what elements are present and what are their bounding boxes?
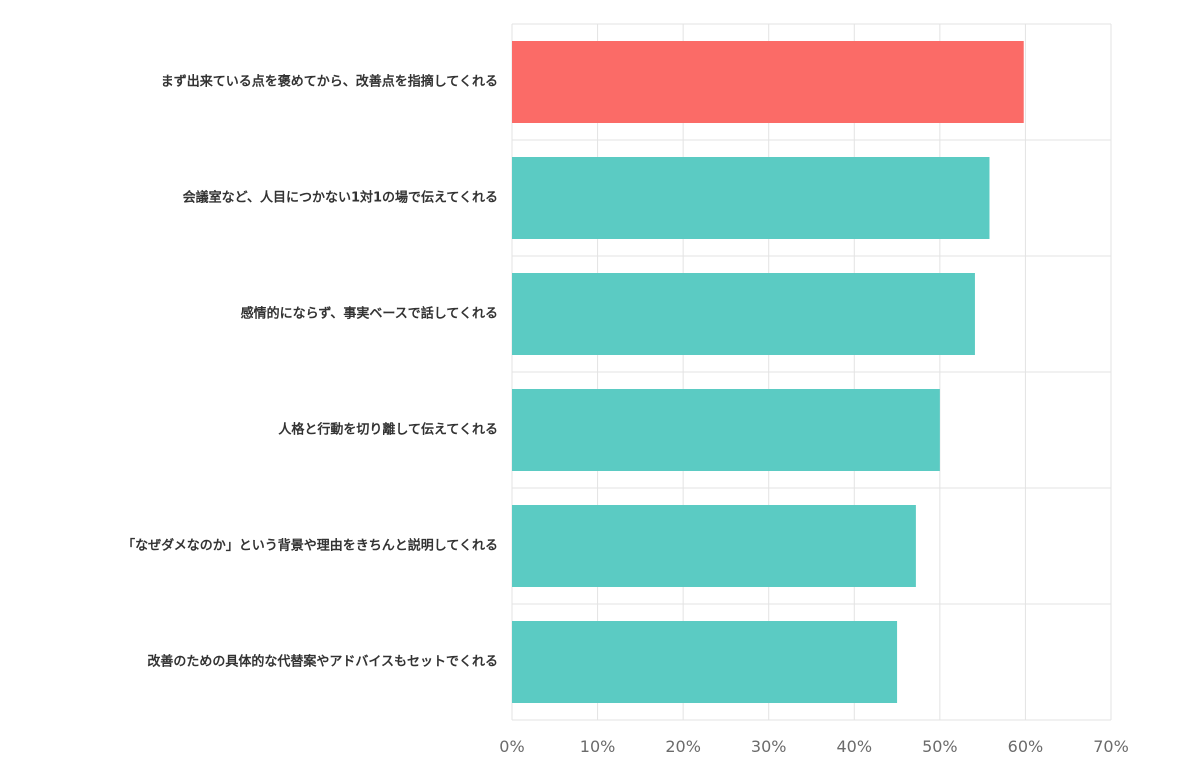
x-tick-label-5: 50% — [922, 737, 958, 756]
x-tick-label-7: 70% — [1093, 737, 1129, 756]
bars-layer — [512, 41, 1024, 703]
x-tick-label-0: 0% — [499, 737, 524, 756]
bar-4 — [512, 505, 916, 587]
x-tick-label-4: 40% — [837, 737, 873, 756]
bar-5 — [512, 621, 898, 703]
category-label-4: 「なぜダメなのか」という背景や理由をきちんと説明してくれる — [122, 538, 498, 554]
category-label-5: 改善のための具体的な代替案やアドバイスもセットでくれる — [147, 654, 498, 670]
category-label-3: 人格と行動を切り離して伝えてくれる — [278, 422, 498, 438]
category-label-0: まず出来ている点を褒めてから、改善点を指摘してくれる — [161, 74, 498, 90]
x-tick-label-6: 60% — [1008, 737, 1044, 756]
category-label-1: 会議室など、人目につかない1対1の場で伝えてくれる — [183, 190, 498, 206]
x-tick-label-1: 10% — [580, 737, 616, 756]
grid-layer — [511, 23, 1112, 721]
bar-3 — [512, 389, 940, 471]
x-axis-ticks: 0% 10% 20% 30% 40% 50% 60% 70% — [499, 737, 1128, 756]
x-tick-label-2: 20% — [665, 737, 701, 756]
bar-0 — [512, 41, 1024, 123]
bar-1 — [512, 157, 990, 239]
category-label-2: 感情的にならず、事実ベースで話してくれる — [241, 306, 498, 322]
category-labels: まず出来ている点を褒めてから、改善点を指摘してくれる会議室など、人目につかない1… — [122, 74, 498, 670]
bar-2 — [512, 273, 975, 355]
x-tick-label-3: 30% — [751, 737, 787, 756]
